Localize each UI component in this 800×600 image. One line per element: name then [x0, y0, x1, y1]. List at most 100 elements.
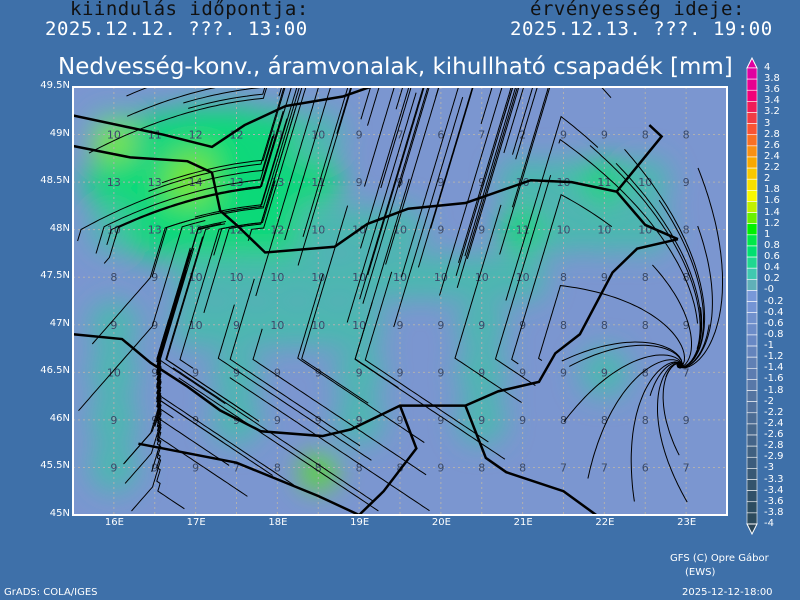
colorbar-label: -4	[764, 518, 774, 529]
streamline	[346, 92, 417, 323]
colorbar	[746, 56, 758, 536]
streamline	[245, 87, 292, 189]
grid-value: 10	[475, 271, 489, 284]
grid-value: 9	[110, 461, 117, 474]
grid-value: 13	[107, 176, 121, 189]
grid-value: 10	[393, 271, 407, 284]
streamline	[183, 87, 263, 104]
credit-sub: (EWS)	[685, 567, 716, 578]
lon-label: 21E	[513, 517, 533, 528]
colorbar-label: 2.6	[764, 139, 780, 151]
colorbar-label: -1.2	[764, 351, 784, 363]
grid-value: 10	[107, 366, 121, 379]
streamline	[252, 328, 427, 476]
colorbar-cell	[746, 334, 758, 347]
streamline	[297, 87, 353, 266]
colorbar-cell	[746, 167, 758, 180]
grid-value: 8	[110, 271, 117, 284]
grid-value: 8	[478, 461, 485, 474]
grid-value: 7	[683, 366, 690, 379]
country-border	[464, 405, 597, 515]
grid-value: 9	[478, 366, 485, 379]
streamline	[229, 377, 430, 512]
streamline	[464, 87, 517, 257]
streamline	[354, 178, 410, 389]
moisture-max	[95, 123, 132, 160]
streamline	[156, 305, 273, 476]
streamline	[676, 167, 723, 369]
colorbar-label: -1	[764, 340, 774, 352]
grid-value: 10	[230, 271, 244, 284]
credit: GFS (C) Opre Gábor	[670, 553, 769, 564]
grid-value: 8	[601, 414, 608, 427]
colorbar-label: 3.6	[764, 84, 780, 96]
init-time-label: kiindulás időpontja:	[70, 0, 309, 20]
lat-label: 49N	[49, 127, 70, 139]
grid-value: 9	[560, 129, 567, 142]
streamline	[301, 205, 369, 404]
lat-label: 46.5N	[40, 365, 70, 377]
lon-label: 19E	[350, 517, 370, 528]
grid-value: 8	[642, 129, 649, 142]
colorbar-label: 3.2	[764, 106, 780, 118]
colorbar-label: -3.3	[764, 473, 784, 485]
grid-value: 8	[560, 414, 567, 427]
colorbar-cell	[746, 412, 758, 425]
colorbar-label: -3.4	[764, 484, 784, 496]
grid-value: 10	[107, 129, 121, 142]
streamline	[194, 87, 298, 218]
colorbar-label: -1.4	[764, 362, 784, 374]
grid-value: 9	[478, 176, 485, 189]
streamline	[458, 87, 512, 263]
streamline	[505, 115, 599, 301]
streamline	[494, 174, 552, 387]
lon-label: 17E	[186, 517, 206, 528]
colorbar-cell	[746, 367, 758, 380]
grid-value: 9	[437, 176, 444, 189]
streamline	[359, 87, 424, 300]
grid-value: 9	[683, 176, 690, 189]
lat-label: 45.5N	[40, 460, 70, 472]
streamline	[499, 87, 551, 255]
streamline	[161, 87, 286, 184]
colorbar-cell	[746, 356, 758, 369]
grid-value: 8	[642, 414, 649, 427]
grid-value: 9	[356, 129, 363, 142]
lon-label: 22E	[595, 517, 615, 528]
country-border	[358, 405, 418, 515]
streamline	[503, 87, 525, 154]
streamline	[217, 304, 372, 461]
colorbar-cell	[746, 290, 758, 302]
colorbar-cell	[746, 112, 758, 124]
country-border	[73, 87, 374, 149]
grid-value: 8	[642, 366, 649, 379]
colorbar-label: 2.4	[764, 150, 780, 162]
colorbar-cell	[746, 78, 758, 91]
lat-label: 47.5N	[40, 270, 70, 282]
streamline	[435, 87, 440, 98]
colorbar-cell	[746, 123, 758, 136]
colorbar-cell	[746, 101, 758, 113]
colorbar-cell	[746, 267, 758, 280]
grid-value: 9	[437, 224, 444, 237]
chart-title: Nedvesség-konv., áramvonalak, kihullható…	[58, 54, 733, 80]
streamline	[362, 87, 429, 304]
grid-value: 10	[107, 224, 121, 237]
init-time: 2025.12.12. ???. 13:00	[45, 18, 308, 40]
grid-value: 6	[437, 129, 444, 142]
grid-value: 13	[148, 176, 162, 189]
colorbar-cell	[746, 512, 758, 525]
colorbar-cell	[746, 434, 758, 447]
streamline	[127, 87, 220, 117]
grid-value: 9	[151, 319, 158, 332]
colorbar-label: -2.8	[764, 440, 784, 452]
streamline	[364, 87, 395, 187]
grid-value: 9	[683, 414, 690, 427]
grid-value: 8	[519, 461, 526, 474]
streamline	[95, 133, 275, 254]
colorbar-label: -2	[764, 395, 774, 407]
streamline	[203, 108, 296, 314]
colorbar-label: 0.2	[764, 273, 780, 285]
colorbar-label: 1.4	[764, 206, 780, 218]
